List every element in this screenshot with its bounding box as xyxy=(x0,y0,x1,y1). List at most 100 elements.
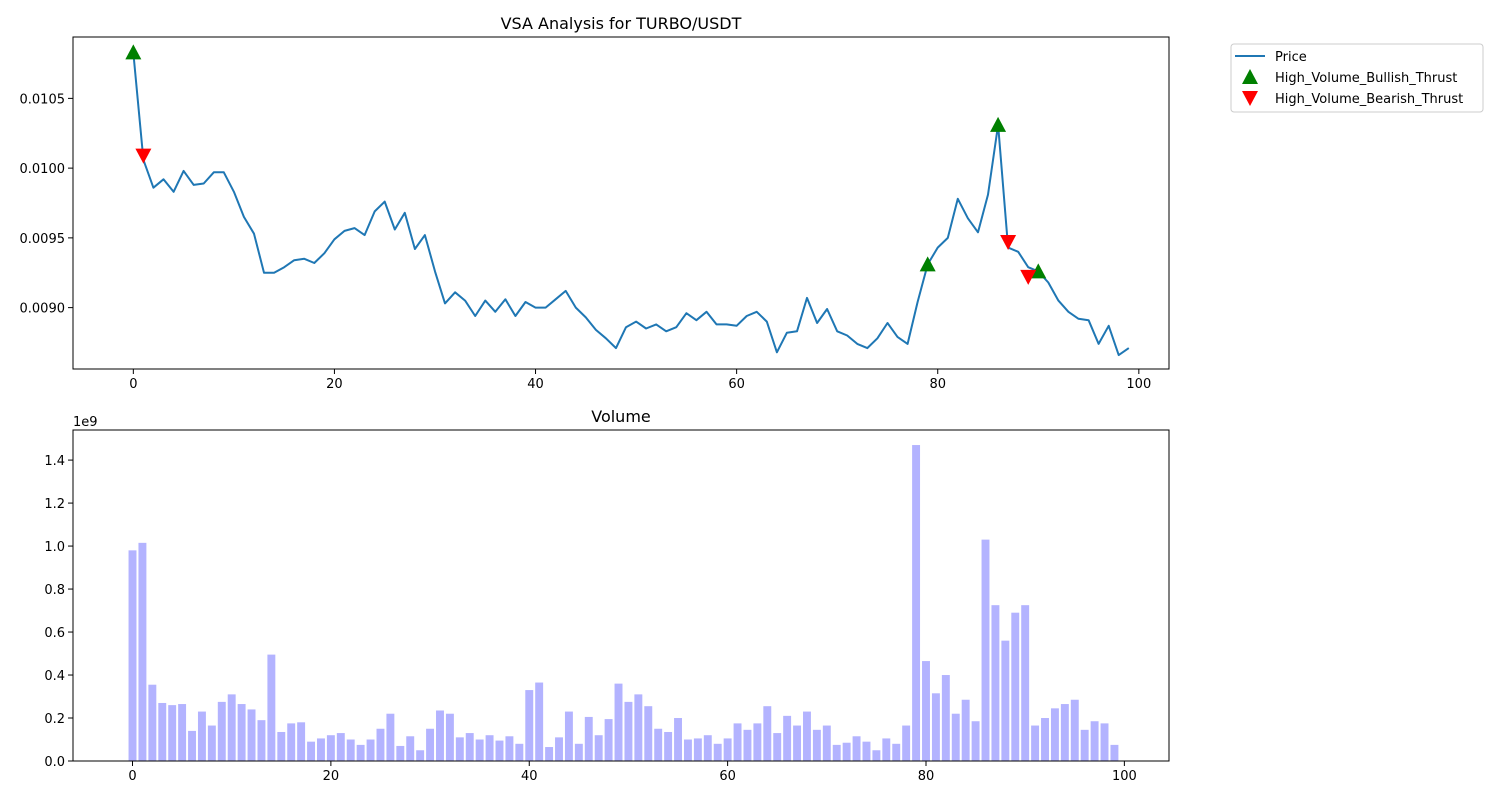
bullish-thrust-marker xyxy=(919,256,936,272)
volume-bar xyxy=(1080,729,1089,761)
legend-box xyxy=(1230,43,1484,113)
volume-bar xyxy=(674,718,682,761)
volume-bar xyxy=(445,713,454,761)
volume-bar xyxy=(941,675,950,761)
volume-bar xyxy=(892,743,901,761)
volume-bar xyxy=(961,699,970,761)
legend-bearish-label: High_Volume_Bearish_Thrust xyxy=(1275,92,1463,107)
volume-bar xyxy=(247,709,256,761)
volume-bar xyxy=(1001,640,1010,761)
volume-y-tick-label: 1.0 xyxy=(44,540,65,555)
legend-price-label: Price xyxy=(1275,50,1307,65)
price-y-tick-label: 0.0095 xyxy=(20,232,66,247)
bullish-thrust-marker xyxy=(990,116,1007,132)
price-y-tick-label: 0.0105 xyxy=(20,92,66,107)
volume-bar xyxy=(396,745,405,761)
price-x-tick-label: 80 xyxy=(929,377,946,392)
volume-bar xyxy=(733,723,742,761)
legend-item-price: Price xyxy=(1235,50,1307,65)
volume-bar xyxy=(217,701,226,761)
price-line-layer xyxy=(132,52,1130,357)
volume-bar xyxy=(287,723,296,761)
volume-bar xyxy=(912,445,921,761)
volume-bar xyxy=(545,747,554,761)
volume-bar xyxy=(981,539,990,761)
volume-bar xyxy=(991,605,1000,761)
volume-bar xyxy=(267,654,276,761)
volume-bar xyxy=(644,706,653,761)
volume-bar xyxy=(574,743,583,761)
volume-bar xyxy=(326,735,335,761)
volume-bar xyxy=(207,725,216,761)
volume-bar xyxy=(763,706,772,761)
volume-x-tick-label: 20 xyxy=(323,769,340,784)
volume-bar xyxy=(515,743,524,761)
volume-y-tick-label: 0.8 xyxy=(44,583,65,598)
volume-bar xyxy=(1031,725,1040,761)
volume-y-tick-label: 0.6 xyxy=(44,626,65,641)
volume-bar xyxy=(436,710,444,761)
volume-offset-label: 1e9 xyxy=(73,415,98,430)
volume-bar xyxy=(1070,699,1079,761)
price-x-tick-label: 20 xyxy=(326,377,343,392)
volume-bars-layer xyxy=(128,445,1119,761)
volume-bar xyxy=(783,715,792,761)
volume-bar xyxy=(564,711,573,761)
volume-y-tick-label: 1.2 xyxy=(44,497,65,512)
volume-bar xyxy=(495,740,504,761)
volume-bar xyxy=(237,704,246,761)
volume-x-tick-label: 100 xyxy=(1112,769,1137,784)
volume-bar xyxy=(584,716,593,761)
volume-plot-frame xyxy=(72,429,1170,762)
volume-bar xyxy=(257,720,266,761)
volume-bar xyxy=(862,741,871,761)
volume-bar xyxy=(178,704,187,761)
volume-bar xyxy=(366,739,375,761)
price-y-tick-label: 0.0090 xyxy=(20,302,66,317)
volume-x-tick-label: 40 xyxy=(521,769,538,784)
volume-bar xyxy=(753,723,762,761)
price-axis-ticks: 0 20 40 60 80 100 0.0090 0.0095 0.0100 0.0105 xyxy=(20,92,1152,392)
volume-panel: Volume 1e9 0 20 40 60 80 100 0.0 0.2 0.4 0.6 0.8 1.… xyxy=(44,407,1170,784)
bullish-thrust-marker xyxy=(1030,263,1047,279)
volume-bar xyxy=(475,739,484,761)
volume-bar xyxy=(852,736,861,761)
volume-bar xyxy=(525,690,534,761)
volume-bar xyxy=(297,722,306,761)
volume-bar xyxy=(277,731,286,761)
volume-bar xyxy=(386,713,395,761)
price-x-tick-label: 40 xyxy=(527,377,544,392)
volume-bar xyxy=(604,719,613,761)
legend-bearish-marker xyxy=(1242,91,1258,106)
legend-item-bullish: High_Volume_Bullish_Thrust xyxy=(1242,69,1457,86)
volume-bar xyxy=(971,721,980,761)
volume-bar xyxy=(922,661,930,761)
volume-bar xyxy=(882,738,891,761)
volume-y-tick-label: 0.2 xyxy=(44,712,65,727)
legend: Price High_Volume_Bullish_Thrust High_Vo… xyxy=(1230,43,1484,113)
volume-axis-ticks: 0 20 40 60 80 100 0.0 0.2 0.4 0.6 0.8 1.0 1.2 1.4 xyxy=(44,454,1136,784)
volume-bar xyxy=(1021,605,1030,761)
volume-bar xyxy=(693,738,702,761)
volume-bar xyxy=(128,550,137,761)
volume-bar xyxy=(158,702,167,761)
volume-bar xyxy=(336,733,345,761)
volume-bar xyxy=(664,731,673,761)
volume-bar xyxy=(822,725,831,761)
volume-bar xyxy=(803,711,811,761)
volume-bar xyxy=(1060,704,1069,761)
volume-bar xyxy=(426,728,435,761)
volume-bar xyxy=(555,737,563,761)
volume-bar xyxy=(842,742,851,761)
volume-bar xyxy=(614,683,623,761)
volume-bar xyxy=(416,750,425,761)
volume-bar xyxy=(1041,718,1049,761)
volume-chart-title: Volume xyxy=(591,407,651,426)
legend-item-bearish: High_Volume_Bearish_Thrust xyxy=(1242,91,1463,107)
volume-bar xyxy=(227,694,236,761)
volume-y-tick-label: 1.4 xyxy=(44,454,65,469)
price-panel: VSA Analysis for TURBO/USDT 0 20 40 60 80 100… xyxy=(20,14,1170,392)
volume-bar xyxy=(723,738,732,761)
price-x-tick-label: 100 xyxy=(1126,377,1151,392)
bearish-thrust-marker xyxy=(135,148,152,164)
